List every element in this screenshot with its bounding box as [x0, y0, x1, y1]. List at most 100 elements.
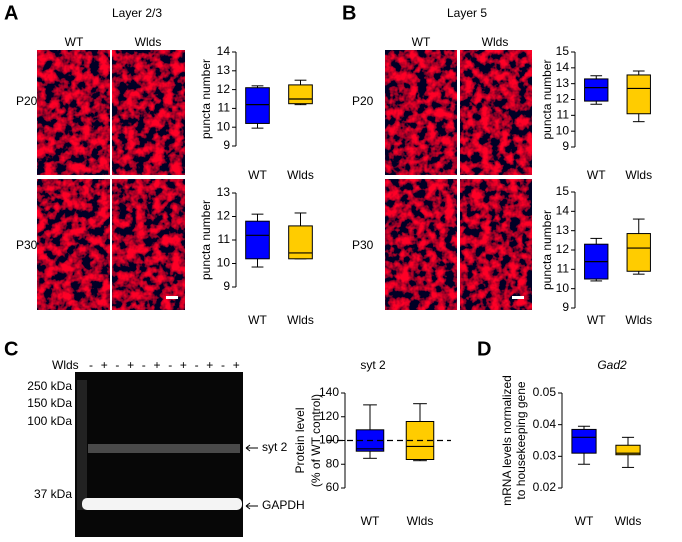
x-tick-label: WT [587, 313, 606, 327]
row-label: P30 [352, 238, 374, 252]
micrograph [37, 179, 110, 310]
row-label: P20 [352, 94, 374, 108]
y-axis-label: Protein level [293, 407, 307, 473]
lane-sign: + [101, 358, 108, 372]
y-tick-label: 9 [223, 279, 230, 293]
y-tick-label: 12 [556, 92, 570, 106]
y-tick-label: 9 [562, 300, 569, 314]
micrograph [385, 179, 457, 310]
x-tick-label: WT [248, 168, 267, 182]
y-tick-label: 10 [217, 119, 231, 133]
row-label: P30 [16, 238, 38, 252]
panel-letter: C [4, 338, 18, 360]
box-chart: 60 80 100 120 140 Protein level (% of WT contr… [293, 358, 451, 528]
band-label: syt 2 [262, 440, 288, 454]
lane-sign: + [206, 358, 213, 372]
western-blot [75, 372, 243, 537]
arrow [245, 444, 258, 452]
band [82, 498, 242, 510]
y-tick-label: 14 [556, 204, 570, 218]
y-tick-label: 12 [217, 209, 231, 223]
y-tick-label: 15 [556, 44, 570, 58]
y-tick-label: 80 [326, 456, 340, 470]
y-axis-label: (% of WT control) [309, 394, 323, 487]
y-tick-label: 13 [217, 63, 231, 77]
y-axis-label: puncta number [199, 59, 213, 139]
box [288, 84, 313, 105]
x-tick-label: Wlds [625, 168, 652, 182]
box-chart: 9 10 11 12 13 14 puncta number WT Wlds [199, 44, 314, 182]
lane-label: Wlds [52, 358, 79, 372]
box [615, 444, 641, 456]
chart-title: Gad2 [597, 358, 627, 372]
column-label: Wlds [135, 35, 162, 49]
y-tick-label: 11 [557, 262, 570, 276]
lane-sign: + [233, 358, 240, 372]
lane-signs: - + - + - + - + - + - + [89, 358, 240, 372]
x-tick-label: Wlds [407, 514, 434, 528]
y-tick-label: 10 [556, 123, 570, 137]
box [584, 78, 609, 102]
y-tick-label: 11 [218, 101, 231, 115]
micrograph [112, 179, 185, 310]
box-chart: 0.02 0.03 0.04 0.05 mRNA levels normalized to… [500, 358, 641, 528]
y-tick-label: 140 [319, 385, 339, 399]
y-tick-label: 0.02 [533, 480, 557, 494]
row-label: P20 [16, 94, 38, 108]
panel-letter: B [342, 2, 356, 24]
y-tick-label: 13 [556, 223, 570, 237]
lane-sign: - [89, 358, 93, 372]
scale-bar [512, 296, 524, 299]
ladder [77, 380, 87, 510]
y-tick-label: 13 [217, 185, 231, 199]
y-tick-label: 100 [319, 433, 339, 447]
box [571, 428, 597, 454]
box [626, 74, 651, 115]
column-label: WT [412, 35, 431, 49]
panel-title: Layer 2/3 [112, 6, 162, 20]
micrograph [460, 179, 532, 310]
panel-letter: D [477, 338, 491, 360]
y-tick-label: 11 [557, 108, 570, 122]
x-tick-label: WT [575, 514, 594, 528]
column-label: Wlds [482, 35, 509, 49]
y-tick-label: 12 [217, 82, 231, 96]
x-tick-label: WT [248, 313, 267, 327]
micrographs [385, 50, 532, 310]
x-tick-label: Wlds [287, 168, 314, 182]
panel-title: Layer 5 [447, 6, 487, 20]
y-axis-label: mRNA levels normalized [500, 375, 514, 506]
x-tick-label: WT [587, 168, 606, 182]
band-label: GAPDH [262, 498, 305, 512]
x-tick-label: WT [361, 514, 380, 528]
y-tick-label: 9 [223, 138, 230, 152]
y-axis-label: to housekeeping gene [514, 381, 528, 499]
x-tick-label: Wlds [287, 313, 314, 327]
box [245, 220, 270, 260]
arrow [245, 502, 258, 510]
scale-bar [166, 296, 178, 299]
box [245, 87, 270, 124]
micrograph [37, 50, 110, 175]
x-tick-label: Wlds [615, 514, 642, 528]
marker-label: 100 kDa [27, 414, 72, 428]
micrograph [460, 50, 532, 175]
chart-title: syt 2 [360, 358, 386, 372]
y-tick-label: 0.05 [533, 385, 557, 399]
column-label: WT [65, 35, 84, 49]
y-tick-label: 14 [217, 44, 231, 58]
y-axis-label: puncta number [540, 210, 554, 290]
lane-sign: - [221, 358, 225, 372]
lane-sign: - [142, 358, 146, 372]
marker-label: 150 kDa [27, 396, 72, 410]
band [88, 444, 240, 453]
blot [75, 372, 243, 537]
micrograph [385, 50, 457, 175]
lane-sign: + [180, 358, 187, 372]
micrographs [37, 50, 185, 310]
y-tick-label: 10 [217, 256, 231, 270]
